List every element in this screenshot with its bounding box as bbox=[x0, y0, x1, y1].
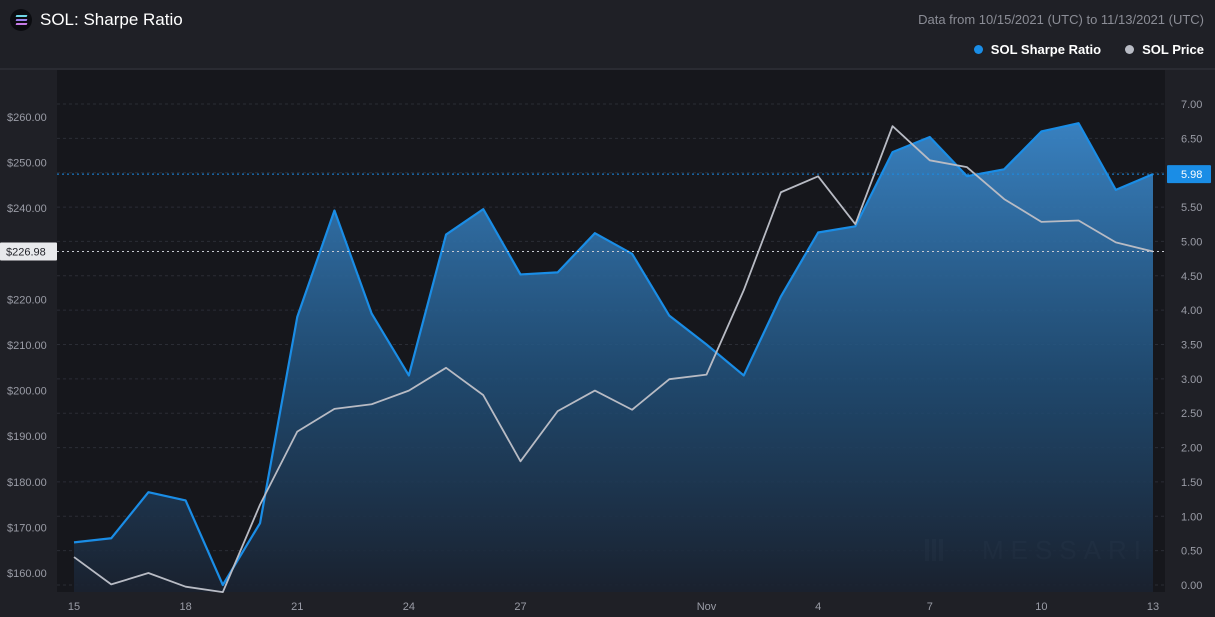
right-axis-tick-label: 0.50 bbox=[1181, 546, 1202, 558]
x-axis-tick-label: 10 bbox=[1035, 601, 1047, 613]
sharpe-value-flag bbox=[1167, 165, 1211, 184]
x-axis-tick-label: 27 bbox=[514, 601, 526, 613]
right-axis-tick-label: 1.00 bbox=[1181, 511, 1202, 523]
right-axis-tick-label: 3.00 bbox=[1181, 374, 1202, 386]
price-value-flag-label: $226.98 bbox=[6, 247, 46, 259]
legend-dot-price bbox=[1125, 45, 1135, 54]
legend-label-sharpe: SOL Sharpe Ratio bbox=[990, 42, 1102, 57]
right-axis-tick-label: 3.50 bbox=[1181, 340, 1202, 352]
left-axis-tick-label: $220.00 bbox=[7, 294, 47, 306]
x-axis-tick-label: 24 bbox=[403, 601, 415, 613]
date-range: Data from 10/15/2021 (UTC) to 11/13/2021… bbox=[918, 12, 1204, 27]
x-axis-tick-label: 7 bbox=[927, 601, 933, 613]
x-axis-tick-label: Nov bbox=[697, 601, 717, 613]
left-axis-tick-label: $240.00 bbox=[7, 203, 47, 215]
sol-price-line bbox=[73, 125, 1154, 594]
left-axis-tick-label: $200.00 bbox=[7, 386, 47, 398]
right-axis-tick-label: 2.00 bbox=[1181, 443, 1202, 455]
x-axis-tick-label: 13 bbox=[1147, 601, 1159, 613]
right-axis-tick-label: 4.50 bbox=[1181, 271, 1202, 283]
left-axis-tick-label: $170.00 bbox=[7, 522, 47, 534]
right-axis-tick-label: 0.00 bbox=[1181, 580, 1202, 592]
legend-item-sharpe[interactable]: SOL Sharpe Ratio bbox=[973, 42, 1102, 57]
legend-item-price[interactable]: SOL Price bbox=[1125, 42, 1204, 57]
solana-logo-icon bbox=[10, 9, 32, 31]
right-axis-tick-label: 7.00 bbox=[1181, 99, 1202, 111]
left-axis-tick-label: $210.00 bbox=[7, 340, 47, 352]
chart-legend: SOL Sharpe Ratio SOL Price bbox=[973, 42, 1204, 57]
right-axis-tick-label: 5.50 bbox=[1181, 202, 1202, 214]
sharpe-ratio-area bbox=[74, 123, 1153, 593]
left-axis-tick-label: $180.00 bbox=[7, 477, 47, 489]
right-axis-tick-label: 1.50 bbox=[1181, 477, 1202, 489]
price-value-flag bbox=[0, 242, 57, 261]
legend-dot-sharpe bbox=[973, 45, 983, 54]
chart-title: SOL: Sharpe Ratio bbox=[40, 10, 183, 29]
x-axis-tick-label: 4 bbox=[815, 601, 821, 613]
sharpe-value-flag-label: 5.98 bbox=[1181, 169, 1202, 181]
x-axis-tick-label: 18 bbox=[179, 601, 191, 613]
right-axis-tick-label: 5.00 bbox=[1181, 236, 1202, 248]
x-axis-tick-label: 21 bbox=[291, 601, 303, 613]
left-axis-tick-label: $250.00 bbox=[7, 158, 47, 170]
left-axis-tick-label: $260.00 bbox=[7, 112, 47, 124]
left-axis-tick-label: $190.00 bbox=[7, 431, 47, 443]
right-axis-tick-label: 4.00 bbox=[1181, 305, 1202, 317]
legend-label-price: SOL Price bbox=[1142, 42, 1204, 57]
x-axis-tick-label: 15 bbox=[68, 601, 80, 613]
right-axis-tick-label: 2.50 bbox=[1181, 408, 1202, 420]
sharpe-ratio-line bbox=[73, 122, 1154, 587]
left-axis-tick-label: $160.00 bbox=[7, 568, 47, 580]
right-axis-tick-label: 6.50 bbox=[1181, 133, 1202, 145]
chart-header: SOL: Sharpe Ratio Data from 10/15/2021 (… bbox=[0, 0, 1215, 40]
